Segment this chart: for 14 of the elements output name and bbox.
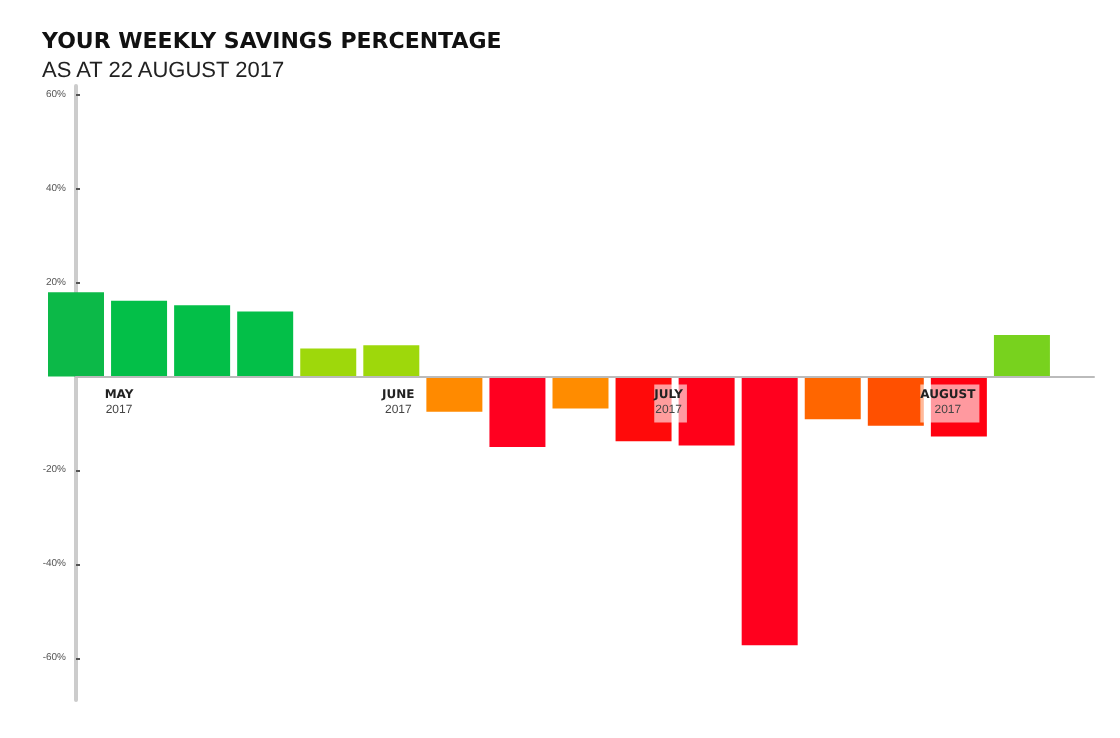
bar xyxy=(552,376,609,409)
chart-subtitle: AS AT 22 AUGUST 2017 xyxy=(42,59,285,83)
bar xyxy=(300,348,357,377)
bar xyxy=(363,345,420,377)
bar xyxy=(48,292,104,377)
bar xyxy=(111,300,168,377)
bar xyxy=(426,376,483,412)
bar xyxy=(237,311,294,377)
bar xyxy=(804,376,861,420)
bar xyxy=(993,334,1050,377)
bar xyxy=(741,376,798,646)
bar xyxy=(489,376,546,447)
bar xyxy=(174,305,231,377)
chart-title: YOUR WEEKLY SAVINGS PERCENTAGE xyxy=(40,28,502,54)
